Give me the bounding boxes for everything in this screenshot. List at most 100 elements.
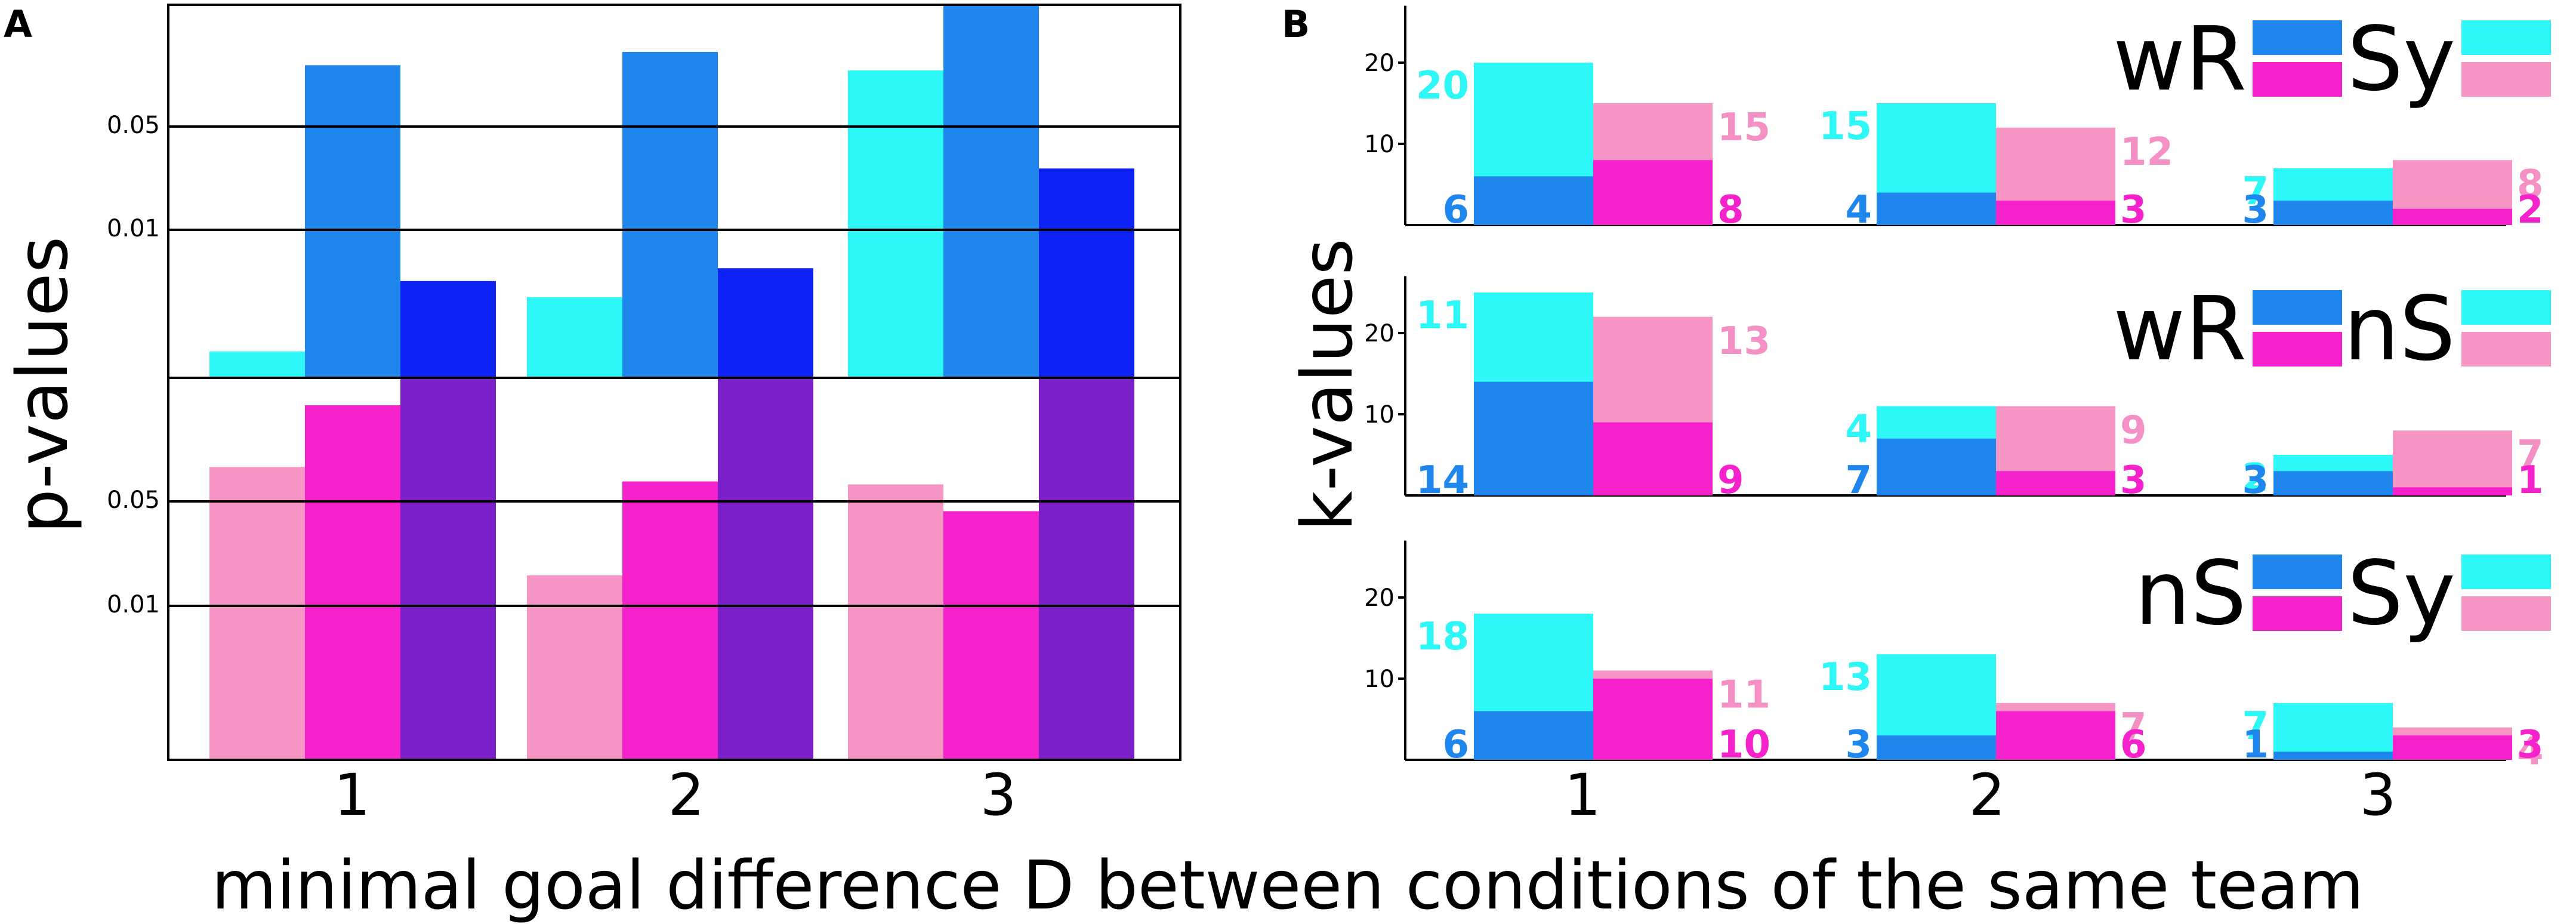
b-bottom-label-lightpink-d3: 4 <box>2517 730 2544 774</box>
a-top-bar-blue-d2 <box>622 51 718 377</box>
b-bottom-label-cyan-d2: 13 <box>1819 655 1872 700</box>
b-bottom-ytick-20: 20 <box>1364 584 1395 612</box>
b-middle-legend-swatch-cyan <box>2461 290 2551 325</box>
b-middle-ytick-10: 10 <box>1364 401 1395 429</box>
b-top-legend-swatch-blue <box>2253 20 2342 55</box>
b-middle-legend-swatch-magenta <box>2253 332 2342 366</box>
b-middle-label-magenta-d2: 3 <box>2120 458 2147 503</box>
b-top-label-magenta-d3: 2 <box>2517 188 2544 232</box>
b-top-label-cyan-d3: 7 <box>2242 170 2269 214</box>
b-middle-legend-swatch-lightpink <box>2461 332 2551 366</box>
b-bottom-label-blue-d2: 3 <box>1845 723 1872 767</box>
a-top-bar-dark-blue-d1 <box>400 281 496 377</box>
b-bottom-bar-cyan-d3 <box>2273 703 2393 760</box>
b-middle-bar-blue-d3 <box>2273 471 2393 495</box>
a-top-bar-dark-blue-d3 <box>1039 168 1134 377</box>
b-middle-label-blue-d2: 7 <box>1845 458 1872 503</box>
b-top-bar-magenta-d1 <box>1593 160 1713 225</box>
b-top-label-blue-d3: 3 <box>2242 188 2269 232</box>
b-middle-bar-magenta-d2 <box>1996 471 2115 495</box>
b-middle-bar-lightpink-d3 <box>2393 430 2512 495</box>
a-top-bar-cyan-d2 <box>527 297 622 377</box>
a-bottom-bar-purple-d3 <box>1039 379 1134 759</box>
a-bottom-bar-purple-d1 <box>400 379 496 759</box>
b-middle-label-magenta-d1: 9 <box>1717 458 1744 503</box>
a-top-bar-blue-d1 <box>305 65 400 377</box>
a-xtick-2: 2 <box>668 762 704 828</box>
b-top-bar-blue-d1 <box>1474 176 1593 225</box>
b-middle-label-cyan-d3: 2 <box>2242 456 2269 500</box>
b-bottom-bar-magenta-d2 <box>1996 711 2115 760</box>
b-ylabel: k-values <box>1286 238 1368 532</box>
b-top-bar-magenta-d3 <box>2393 208 2512 225</box>
a-xtick-1: 1 <box>334 762 370 828</box>
b-bottom-label-cyan-d3: 7 <box>2242 704 2269 749</box>
b-top-label-blue-d1: 6 <box>1442 188 1469 232</box>
b-xtick-3: 3 <box>2359 762 2396 828</box>
panel-a: 0.05 0.01 0.05 0.01 p-values 1 2 3 <box>1 4 1181 828</box>
a-top-ytick-005: 0.05 <box>107 112 160 139</box>
b-middle-bar-blue-d2 <box>1877 438 1996 495</box>
b-top-label-lightpink-d2: 12 <box>2120 130 2173 174</box>
a-top-bars <box>209 6 1134 377</box>
b-bottom-legend-swatch-magenta <box>2253 596 2342 631</box>
a-xtick-3: 3 <box>980 762 1016 828</box>
a-bottom-ytick-005: 0.05 <box>107 486 160 514</box>
b-middle-bar-magenta-d3 <box>2393 487 2512 495</box>
b-bottom-bar-magenta-d1 <box>1593 679 1713 760</box>
b-middle-label-cyan-d1: 11 <box>1416 294 1469 338</box>
b-bottom-label-blue-d1: 6 <box>1442 723 1469 767</box>
a-bottom-bar-purple-d2 <box>718 379 813 759</box>
b-bottom-label-blue-d3: 1 <box>2242 723 2269 767</box>
b-bottom-label-magenta-d2: 6 <box>2120 723 2147 767</box>
b-middle-legend-label-1: wR <box>2113 278 2247 380</box>
b-bottom-label-lightpink-d1: 11 <box>1717 673 1770 717</box>
a-top-bar-blue-d3 <box>943 6 1039 377</box>
a-top-bar-cyan-d1 <box>209 351 305 377</box>
a-top-bar-cyan-d3 <box>848 70 943 377</box>
b-bottom-bar-magenta-d3 <box>2393 735 2512 760</box>
a-bottom-bar-light-pink-d1 <box>209 467 305 759</box>
b-bottom-legend-label-1: nS <box>2134 542 2247 645</box>
panel-a-frame <box>167 4 1181 761</box>
b-middle-label-blue-d1: 14 <box>1416 458 1469 503</box>
b-top-label-magenta-d2: 3 <box>2120 188 2147 232</box>
b-top-label-magenta-d1: 8 <box>1717 188 1744 232</box>
b-top-bar-blue-d3 <box>2273 201 2393 225</box>
b-top-legend-swatch-cyan <box>2461 20 2551 55</box>
b-bottom-bar-blue-d3 <box>2273 751 2393 760</box>
a-ylabel: p-values <box>1 236 84 534</box>
b-bottom-bar-blue-d1 <box>1474 711 1593 760</box>
panel-label-b: B <box>1282 2 1310 46</box>
a-bottom-bar-magenta-d1 <box>305 405 400 759</box>
b-top-ytick-10: 10 <box>1364 131 1395 158</box>
b-top-label-blue-d2: 4 <box>1845 188 1872 232</box>
b-top-legend-label-1: wR <box>2113 8 2247 110</box>
b-middle-bar-magenta-d1 <box>1593 422 1713 495</box>
b-middle-label-lightpink-d3: 7 <box>2517 433 2544 477</box>
b-middle-label-magenta-d3: 1 <box>2517 458 2544 503</box>
b-bottom-legend-swatch-lightpink <box>2461 596 2551 631</box>
b-top-ytick-20: 20 <box>1364 50 1395 77</box>
b-top-legend-swatch-lightpink <box>2461 62 2551 97</box>
x-axis-title: minimal goal difference D between condit… <box>211 847 2364 924</box>
b-top-label-lightpink-d1: 15 <box>1717 106 1770 150</box>
a-bottom-ytick-001: 0.01 <box>107 591 160 618</box>
b-top-legend-swatch-magenta <box>2253 62 2342 97</box>
b-middle-label-blue-d3: 3 <box>2242 458 2269 503</box>
b-bottom-legend-swatch-blue <box>2253 555 2342 589</box>
b-bottom-label-cyan-d1: 18 <box>1416 615 1469 659</box>
b-middle-label-lightpink-d1: 13 <box>1717 319 1770 364</box>
a-bottom-bar-light-pink-d2 <box>527 575 622 759</box>
b-top-label-lightpink-d3: 8 <box>2517 162 2544 207</box>
a-bottom-bar-magenta-d3 <box>943 511 1039 759</box>
b-middle-legend-label-2: nS <box>2343 278 2455 380</box>
a-bottom-bar-light-pink-d3 <box>848 484 943 759</box>
b-top-label-cyan-d2: 15 <box>1819 104 1872 149</box>
b-top-bar-magenta-d2 <box>1996 201 2115 225</box>
